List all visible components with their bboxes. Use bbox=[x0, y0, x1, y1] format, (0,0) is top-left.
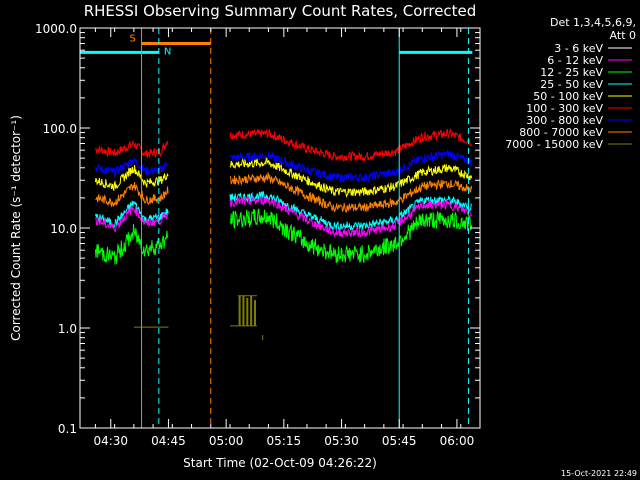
y-axis-label-text: Corrected Count Rate (s⁻¹ detector⁻¹) bbox=[9, 115, 23, 341]
legend-label: 50 - 100 keV bbox=[533, 90, 603, 103]
legend-label: 300 - 800 keV bbox=[526, 114, 603, 127]
trace bbox=[229, 190, 473, 233]
legend-header-line: Det 1,3,4,5,6,9, bbox=[550, 16, 636, 29]
trace bbox=[94, 165, 169, 192]
legend-label: 3 - 6 keV bbox=[554, 42, 603, 55]
trace bbox=[95, 216, 169, 250]
legend-label: 800 - 7000 keV bbox=[519, 126, 603, 139]
x-tick-label: 04:30 bbox=[93, 434, 128, 448]
legend-header-line: Att 0 bbox=[610, 29, 636, 42]
y-axis-label: Corrected Count Rate (s⁻¹ detector⁻¹) bbox=[9, 115, 23, 341]
legend-label: 25 - 50 keV bbox=[540, 78, 603, 91]
legend-label: 7000 - 15000 keV bbox=[505, 138, 603, 151]
trace bbox=[229, 171, 473, 213]
series-7000-15000-kev bbox=[133, 295, 264, 340]
trace bbox=[95, 140, 169, 159]
saa-label: S bbox=[130, 33, 136, 44]
series-12-25-kev bbox=[94, 208, 473, 265]
legend-label: 12 - 25 keV bbox=[540, 66, 603, 79]
y-tick-label: 1.0 bbox=[58, 322, 77, 336]
series-50-100-kev bbox=[94, 157, 473, 198]
x-tick-label: 05:00 bbox=[209, 434, 244, 448]
timestamp: 15-Oct-2021 22:49 bbox=[561, 469, 637, 478]
flag-bars: SN bbox=[80, 33, 473, 57]
chart-title: RHESSI Observing Summary Count Rates, Co… bbox=[84, 2, 477, 20]
series-100-300-kev bbox=[95, 128, 473, 163]
x-tick-label: 05:45 bbox=[382, 434, 417, 448]
trace bbox=[229, 148, 473, 183]
trace bbox=[94, 200, 169, 230]
x-tick-label: 06:00 bbox=[440, 434, 475, 448]
series-25-50-kev bbox=[94, 190, 473, 233]
legend-label: 6 - 12 keV bbox=[547, 54, 603, 67]
series-3-6-kev bbox=[95, 203, 473, 253]
x-tick-label: 05:15 bbox=[267, 434, 302, 448]
trace bbox=[229, 208, 473, 264]
trace bbox=[94, 224, 169, 265]
trace bbox=[229, 195, 473, 238]
series-6-12-kev bbox=[95, 195, 473, 238]
y-tick-label: 10.0 bbox=[50, 222, 77, 236]
x-tick-label: 05:30 bbox=[324, 434, 359, 448]
y-tick-label: 0.1 bbox=[58, 422, 77, 436]
night-label: N bbox=[164, 46, 171, 57]
trace bbox=[95, 182, 169, 208]
y-tick-label: 100.0 bbox=[43, 122, 77, 136]
series-300-800-kev bbox=[94, 148, 473, 183]
axes: 1000.0 100.0 10.0 1.0 0.1 04:30 04:45 05:00 05:1… bbox=[35, 22, 481, 448]
x-axis-label: Start Time (02-Oct-09 04:26:22) bbox=[183, 456, 377, 470]
series-800-7000-kev bbox=[95, 171, 473, 213]
legend-label: 100 - 300 keV bbox=[526, 102, 603, 115]
trace bbox=[229, 157, 473, 198]
trace bbox=[94, 156, 169, 179]
x-tick-label: 04:45 bbox=[151, 434, 186, 448]
trace bbox=[229, 128, 473, 163]
trace bbox=[95, 205, 169, 233]
trace bbox=[229, 203, 473, 253]
y-tick-label: 1000.0 bbox=[35, 22, 77, 36]
